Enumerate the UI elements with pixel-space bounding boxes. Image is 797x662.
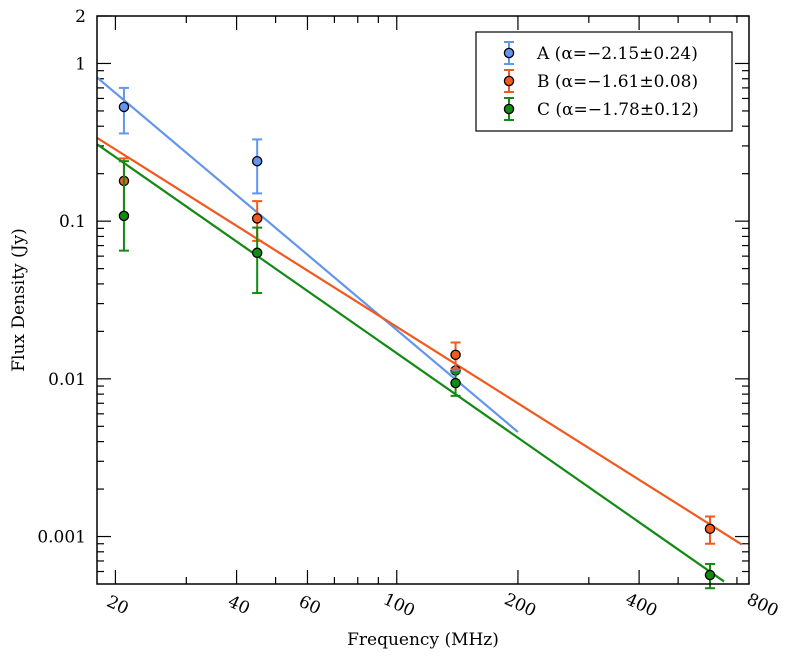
x-tick-label: 40	[225, 592, 253, 619]
data-point-b	[251, 213, 263, 224]
data-point-b	[704, 523, 716, 535]
x-tick-label: 60	[296, 592, 324, 619]
y-tick-label: 0.01	[48, 370, 86, 390]
legend-label-c: C (α=−1.78±0.12)	[537, 100, 699, 120]
x-tick-label: 200	[501, 590, 539, 622]
fit-line-c	[96, 143, 725, 583]
legend-label-b: B (α=−1.61±0.08)	[537, 72, 698, 92]
data-point-a	[251, 155, 263, 167]
plot-frame	[96, 15, 750, 585]
y-axis-title: Flux Density (Jy)	[9, 228, 29, 372]
data-point-c	[704, 569, 716, 581]
fit-line-a	[96, 76, 519, 433]
legend-label-a: A (α=−2.15±0.24)	[536, 44, 698, 64]
x-tick-label: 20	[103, 592, 131, 619]
data-point-b	[450, 349, 461, 361]
data-points	[118, 86, 716, 590]
y-tick-label: 2	[75, 7, 86, 27]
x-tick-label: 800	[743, 590, 781, 622]
y-tick-label: 0.1	[59, 212, 86, 232]
fit-lines	[96, 76, 743, 583]
data-point-c	[118, 210, 130, 222]
x-tick-label: 100	[380, 590, 418, 622]
legend-marker-a	[503, 47, 515, 59]
legend-box	[475, 31, 733, 132]
legend-marker-c	[503, 103, 515, 115]
y-tick-label: 0.001	[37, 528, 86, 548]
data-point-c	[450, 377, 461, 389]
data-point-a	[118, 101, 130, 113]
fit-line-b	[96, 136, 743, 546]
x-tick-label: 400	[622, 590, 660, 622]
y-tick-label: 1	[75, 54, 86, 74]
legend-marker-b	[503, 75, 515, 87]
data-point-c	[251, 247, 263, 259]
x-axis-title: Frequency (MHz)	[347, 630, 499, 650]
legend: A (α=−2.15±0.24) B (α=−1.61±0.08) C (α=−1.…	[475, 31, 733, 132]
